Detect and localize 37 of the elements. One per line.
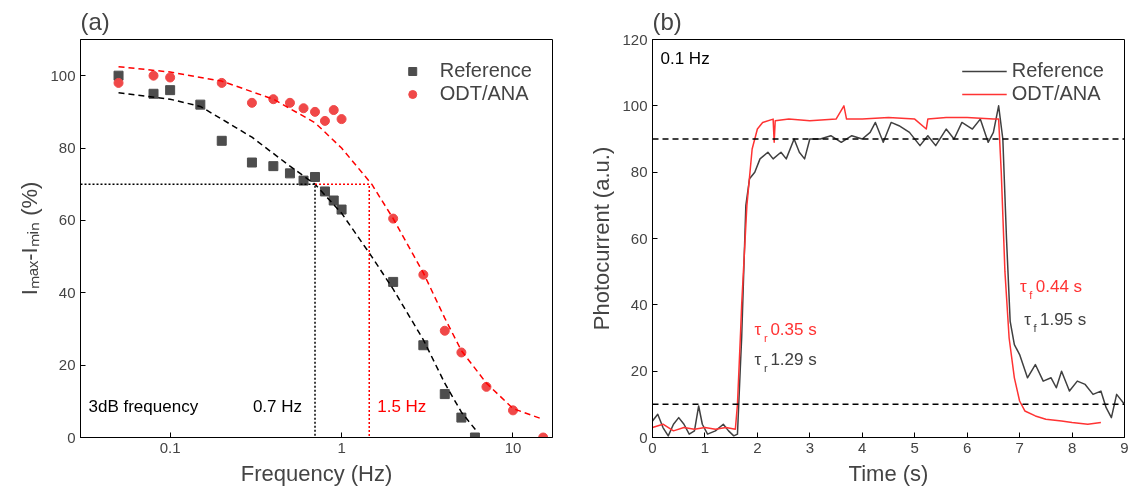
- x-axis-title: Frequency (Hz): [240, 460, 393, 486]
- annotation: 1.5 Hz: [377, 396, 427, 416]
- y-tick-label: 80: [58, 139, 76, 157]
- y-tick-label: 20: [630, 362, 648, 380]
- annotation: 3dB frequency: [88, 396, 199, 416]
- y-tick-label: 40: [58, 283, 76, 301]
- y-tick-label: 60: [58, 211, 76, 229]
- legend-label: ODT/ANA: [1011, 82, 1101, 105]
- x-tick-label: 0.1: [159, 438, 181, 456]
- x-tick-label: 8: [1067, 438, 1077, 456]
- y-tick-label: 20: [58, 356, 76, 374]
- x-tick-label: 5: [910, 438, 919, 456]
- y-tick-label: 60: [630, 229, 648, 247]
- x-tick-label: 6: [963, 438, 972, 456]
- x-tick-label: 1: [337, 438, 346, 456]
- x-tick-label: 9: [1120, 438, 1129, 456]
- y-axis-title: Iₘₐₓ-Iₘᵢₙ (%): [17, 181, 43, 296]
- chart-title: (b): [652, 7, 682, 35]
- y-tick-label: 100: [622, 96, 648, 114]
- y-axis-title: Photocurrent (a.u.): [589, 146, 615, 331]
- x-tick-label: 1: [700, 438, 710, 456]
- annotation: 0.7 Hz: [252, 396, 303, 416]
- x-tick-label: 2: [753, 438, 762, 456]
- y-tick-label: 100: [50, 66, 76, 84]
- legend-label: Reference: [1011, 59, 1104, 82]
- y-tick-label: 40: [630, 295, 648, 313]
- annotation: 0.1 Hz: [660, 48, 710, 68]
- y-tick-label: 80: [630, 163, 648, 181]
- x-tick-label: 10: [504, 438, 522, 456]
- legend-label: Reference: [439, 59, 532, 82]
- x-tick-label: 4: [858, 438, 867, 456]
- x-axis-title: Time (s): [848, 460, 929, 486]
- chart-title: (a): [80, 7, 110, 35]
- x-tick-label: 7: [1015, 438, 1024, 456]
- x-tick-label: 3: [805, 438, 815, 456]
- legend-label: ODT/ANA: [439, 82, 529, 105]
- y-tick-label: 120: [622, 30, 648, 48]
